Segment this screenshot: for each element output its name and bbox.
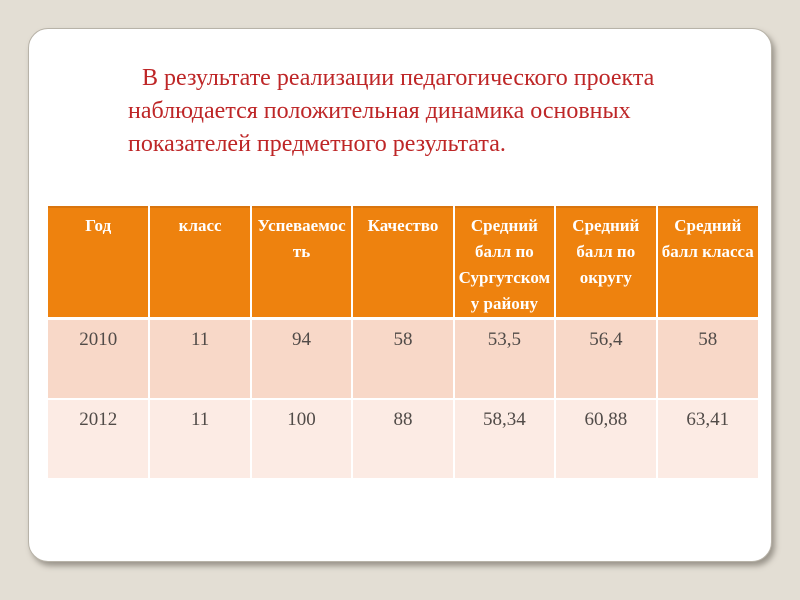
cell-avg-score-class: 58 xyxy=(656,318,758,400)
cell-quality: 88 xyxy=(352,398,455,480)
header-row: Год класс Успеваемость Качество Средний … xyxy=(48,206,758,320)
header-progress: Успеваемость xyxy=(250,206,354,320)
cell-avg-score-surgut-district: 58,34 xyxy=(453,398,557,480)
header-class: класс xyxy=(149,206,252,320)
intro-text: В результате реализации педагогического … xyxy=(128,62,713,161)
cell-avg-score-class: 63,41 xyxy=(656,398,758,480)
header-year: Год xyxy=(48,206,151,320)
table-row-2010: 2010 11 94 58 53,5 56,4 58 xyxy=(48,318,758,400)
intro-line-1: В результате реализации педагогического … xyxy=(142,65,655,91)
header-avg-score-okrug: Средний балл по округу xyxy=(555,206,658,320)
intro-line-3: показателей предметного результата. xyxy=(128,131,506,157)
slide-card: В результате реализации педагогического … xyxy=(28,28,772,562)
cell-progress: 100 xyxy=(250,398,354,480)
cell-year: 2010 xyxy=(48,318,151,400)
cell-avg-score-okrug: 60,88 xyxy=(555,398,658,480)
results-table: Год класс Успеваемость Качество Средний … xyxy=(48,206,758,480)
header-avg-score-surgut-district: Средний балл по Сургутскому району xyxy=(453,206,557,320)
cell-quality: 58 xyxy=(352,318,455,400)
cell-avg-score-okrug: 56,4 xyxy=(555,318,658,400)
results-table-header: Год класс Успеваемость Качество Средний … xyxy=(48,206,758,320)
table-row-2012: 2012 11 100 88 58,34 60,88 63,41 xyxy=(48,398,758,480)
cell-year: 2012 xyxy=(48,398,151,480)
cell-progress: 94 xyxy=(250,318,354,400)
cell-class: 11 xyxy=(149,398,252,480)
header-quality: Качество xyxy=(352,206,455,320)
header-avg-score-class: Средний балл класса xyxy=(656,206,758,320)
cell-class: 11 xyxy=(149,318,252,400)
results-table-body: 2010 11 94 58 53,5 56,4 58 2012 11 100 8… xyxy=(48,318,758,480)
cell-avg-score-surgut-district: 53,5 xyxy=(453,318,557,400)
intro-line-2: наблюдается положительная динамика основ… xyxy=(128,98,631,124)
